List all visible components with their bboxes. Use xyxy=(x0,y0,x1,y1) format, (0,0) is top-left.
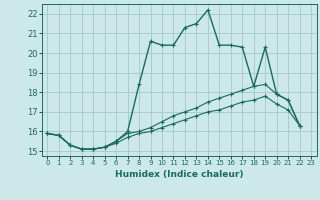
X-axis label: Humidex (Indice chaleur): Humidex (Indice chaleur) xyxy=(115,170,244,179)
